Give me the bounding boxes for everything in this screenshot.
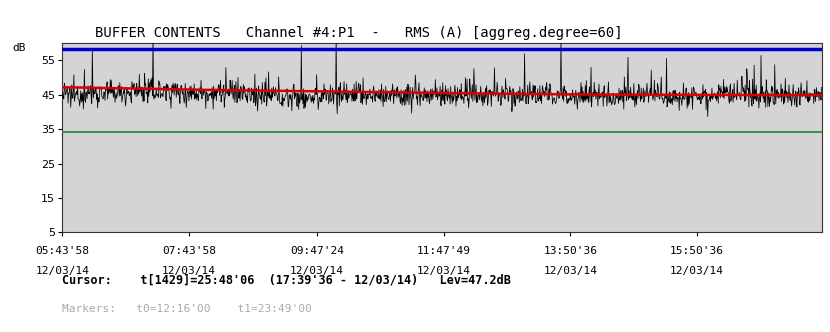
Text: 12/03/14: 12/03/14	[544, 266, 598, 276]
Text: 15:50'36: 15:50'36	[670, 246, 724, 256]
Text: 11:47'49: 11:47'49	[417, 246, 471, 256]
Text: BUFFER CONTENTS   Channel #4:P1  -   RMS (A) [aggreg.degree=60]: BUFFER CONTENTS Channel #4:P1 - RMS (A) …	[95, 26, 623, 40]
Text: dB: dB	[12, 43, 26, 53]
Text: 12/03/14: 12/03/14	[290, 266, 344, 276]
Text: 13:50'36: 13:50'36	[544, 246, 598, 256]
Text: 12/03/14: 12/03/14	[670, 266, 724, 276]
Text: 12/03/14: 12/03/14	[35, 266, 90, 276]
Text: 07:43'58: 07:43'58	[162, 246, 216, 256]
Text: Cursor:    t[1429]=25:48'06  (17:39'36 - 12/03/14)   Lev=47.2dB: Cursor: t[1429]=25:48'06 (17:39'36 - 12/…	[62, 274, 511, 287]
Text: Markers:   t0=12:16'00    t1=23:49'00: Markers: t0=12:16'00 t1=23:49'00	[62, 304, 312, 314]
Text: 09:47'24: 09:47'24	[290, 246, 344, 256]
Text: 12/03/14: 12/03/14	[162, 266, 216, 276]
Text: 05:43'58: 05:43'58	[35, 246, 90, 256]
Text: 12/03/14: 12/03/14	[417, 266, 471, 276]
